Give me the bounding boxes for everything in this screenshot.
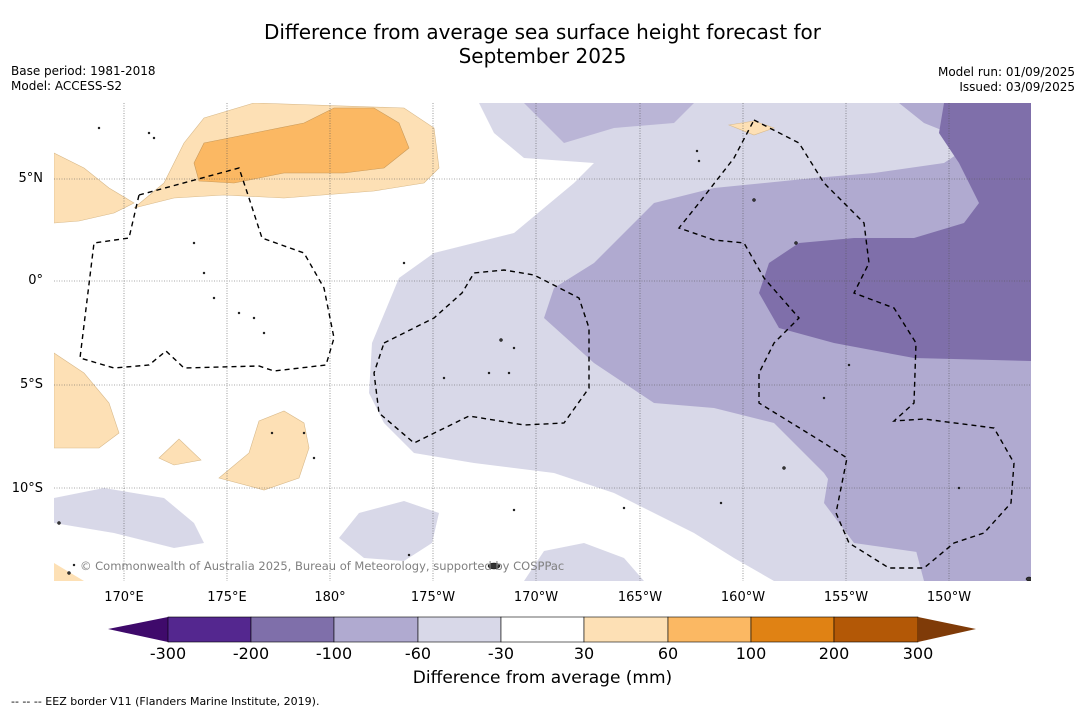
lon-label-175e: 175°E: [207, 590, 247, 605]
colorbar-tick: 30: [573, 644, 595, 663]
colorbar-swatch-6: [583, 616, 669, 643]
colorbar-extend-low: [108, 617, 168, 642]
lat-label-5n: 5°N: [18, 171, 44, 186]
anomaly-contour-medium-purple: [544, 103, 1031, 581]
map-copyright: © Commonwealth of Australia 2025, Bureau…: [80, 559, 565, 573]
anomaly-contour-light-orange-patch-1: [158, 438, 202, 466]
lon-label-170e: 170°E: [104, 590, 144, 605]
colorbar-tick: -100: [315, 644, 353, 663]
islands: [57, 126, 1031, 581]
lat-label-5s: 5°S: [19, 377, 43, 392]
colorbar-swatch-7: [667, 616, 752, 643]
lat-label-0: 0°: [28, 273, 43, 288]
colorbar-extend-high: [918, 617, 976, 642]
anomaly-contour-medium-purple-south: [824, 468, 1031, 553]
map-title: Difference from average sea surface heig…: [0, 20, 1085, 68]
colorbar-tick: 300: [902, 644, 934, 663]
colorbar-swatch-1: [167, 616, 252, 643]
colorbar-tick: 100: [735, 644, 767, 663]
lon-label-155w: 155°W: [823, 590, 869, 605]
issued-date: Issued: 03/09/2025: [959, 80, 1075, 94]
colorbar-tick: -200: [232, 644, 270, 663]
colorbar-swatch-2: [250, 616, 335, 643]
model-run: Model run: 01/09/2025: [937, 65, 1075, 79]
lon-label-175w: 175°W: [410, 590, 456, 605]
anomaly-contour-orange-north: [193, 107, 410, 184]
anomaly-contour-light-purple-s: [339, 501, 439, 561]
meta-right: Model run: 01/09/2025 Issued: 03/09/2025: [938, 65, 1075, 95]
lon-label-170w: 170°W: [513, 590, 559, 605]
anomaly-contour-light-orange-patch-2: [218, 410, 310, 491]
anomaly-contour-light-orange-southwest: [54, 352, 120, 449]
eez-border-kiribati-gilbert: [79, 167, 335, 372]
lat-label-10s: 10°S: [11, 481, 43, 496]
colorbar-swatch-5: [500, 616, 585, 643]
lon-label-165w: 165°W: [617, 590, 663, 605]
base-period: Base period: 1981-2018: [11, 64, 156, 78]
anomaly-contour-light-purple-bottom: [524, 543, 644, 581]
colorbar-swatch-4: [417, 616, 502, 643]
colorbar-tick: 200: [818, 644, 850, 663]
anomaly-contour-light-purple-top: [524, 103, 694, 143]
anomaly-contour-dark-purple: [759, 103, 1031, 361]
eez-legend-note: -- -- -- EEZ border V11 (Flanders Marine…: [11, 695, 320, 708]
colorbar-label: Difference from average (mm): [412, 668, 673, 688]
colorbar-tick: -60: [404, 644, 432, 663]
sea-surface-height-map: [54, 103, 1031, 581]
map-title-line1: Difference from average sea surface heig…: [263, 20, 822, 44]
colorbar-swatch-3: [333, 616, 419, 643]
eez-borders: [79, 119, 1015, 569]
model-name: Model: ACCESS-S2: [11, 79, 123, 93]
meta-left: Base period: 1981-2018 Model: ACCESS-S2: [11, 64, 156, 94]
lon-label-160w: 160°W: [720, 590, 766, 605]
eez-border-kiribati-phoenix: [373, 269, 590, 444]
graticule: [54, 103, 1031, 581]
map-title-line2: September 2025: [458, 44, 627, 68]
anomaly-contour-light-purple-sw: [54, 488, 204, 548]
lon-label-180: 180°: [314, 590, 346, 605]
colorbar-swatch-9: [833, 616, 919, 643]
colorbar: [108, 616, 976, 643]
colorbar-tick: -300: [149, 644, 187, 663]
colorbar-tick: 60: [657, 644, 679, 663]
lon-label-150w: 150°W: [926, 590, 972, 605]
eez-border-kiribati-line: [677, 119, 1015, 569]
colorbar-swatch-8: [750, 616, 835, 643]
colorbar-tick: -30: [487, 644, 515, 663]
